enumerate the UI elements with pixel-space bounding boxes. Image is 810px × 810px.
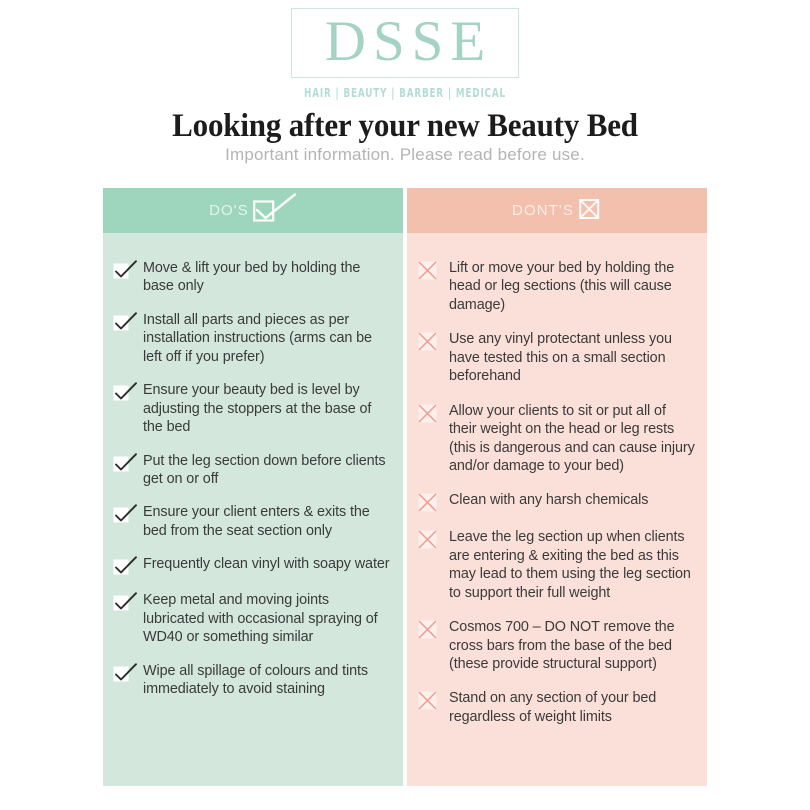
list-item: Move & lift your bed by holding the base… — [113, 259, 391, 296]
list-item-text: Allow your clients to sit or put all of … — [449, 402, 695, 474]
brand-logo: DSSE HAIR | BEAUTY | BARBER | MEDICAL — [0, 8, 810, 100]
cross-box-icon — [417, 529, 443, 549]
dos-column: DO'S Move & lift your — [103, 188, 403, 786]
list-item: Lift or move your bed by holding the hea… — [417, 259, 695, 314]
dos-list: Move & lift your bed by holding the base… — [103, 233, 403, 786]
list-item-text: Ensure your beauty bed is level by adjus… — [143, 382, 372, 436]
check-box-icon — [113, 260, 139, 280]
list-item: Wipe all spillage of colours and tints i… — [113, 662, 391, 699]
cross-box-icon — [417, 331, 443, 351]
list-item-text: Frequently clean vinyl with soapy water — [143, 556, 390, 573]
checkbox-checked-icon — [252, 193, 297, 228]
check-box-icon — [113, 312, 139, 332]
check-box-icon — [113, 662, 139, 683]
list-item-text: Lift or move your bed by holding the hea… — [449, 260, 675, 313]
cross-box-icon — [417, 492, 443, 512]
list-item-text: Install all parts and pieces as per inst… — [143, 311, 372, 365]
cross-box-icon — [417, 690, 443, 710]
brand-tagline: HAIR | BEAUTY | BARBER | MEDICAL — [304, 84, 506, 100]
list-item-text: Ensure your client enters & exits the be… — [143, 504, 370, 539]
cross-box-icon — [417, 403, 443, 423]
list-item: Frequently clean vinyl with soapy water — [113, 555, 391, 576]
list-item-text: Stand on any section of your bed regardl… — [449, 690, 657, 725]
list-item: Stand on any section of your bed regardl… — [417, 689, 695, 726]
list-item: Install all parts and pieces as per inst… — [113, 311, 391, 366]
list-item: Put the leg section down before clients … — [113, 452, 391, 489]
check-box-icon — [113, 452, 139, 473]
list-item-text: Cosmos 700 – DO NOT remove the cross bar… — [449, 619, 675, 672]
list-item: Use any vinyl protectant unless you have… — [417, 330, 695, 385]
list-item: Clean with any harsh chemicals — [417, 491, 695, 512]
list-item: Keep metal and moving joints lubricated … — [113, 591, 391, 646]
check-box-icon — [113, 504, 139, 524]
list-item: Leave the leg section up when clients ar… — [417, 528, 695, 602]
checkbox-crossed-icon — [578, 195, 602, 226]
list-item-text: Leave the leg section up when clients ar… — [449, 529, 691, 601]
donts-header-label: DONT'S — [512, 202, 574, 219]
donts-list: Lift or move your bed by holding the hea… — [407, 233, 707, 786]
list-item-text: Put the leg section down before clients … — [143, 452, 386, 487]
check-box-icon — [113, 382, 139, 402]
list-item: Allow your clients to sit or put all of … — [417, 402, 695, 476]
list-item: Ensure your beauty bed is level by adjus… — [113, 381, 391, 436]
list-item: Cosmos 700 – DO NOT remove the cross bar… — [417, 618, 695, 673]
dos-and-donts-table: DO'S Move & lift your — [103, 188, 707, 786]
check-box-icon — [113, 592, 139, 612]
list-item-text: Move & lift your bed by holding the base… — [143, 260, 361, 295]
list-item-text: Keep metal and moving joints lubricated … — [143, 592, 378, 646]
list-item: Ensure your client enters & exits the be… — [113, 503, 391, 540]
dos-column-header: DO'S — [103, 188, 403, 233]
page-subtitle: Important information. Please read befor… — [225, 145, 585, 164]
list-item-text: Use any vinyl protectant unless you have… — [449, 331, 672, 385]
dos-header-label: DO'S — [209, 202, 249, 219]
list-item-text: Wipe all spillage of colours and tints i… — [143, 662, 368, 697]
brand-wordmark: DSSE — [324, 10, 493, 73]
logo-frame: DSSE — [290, 8, 520, 78]
donts-column-header: DONT'S — [407, 188, 707, 233]
cross-box-icon — [417, 619, 443, 639]
donts-column: DONT'S Lift or move yo — [407, 188, 707, 786]
page-title: Looking after your new Beauty Bed — [172, 108, 638, 144]
list-item-text: Clean with any harsh chemicals — [449, 492, 649, 509]
cross-box-icon — [417, 260, 443, 280]
check-box-icon — [113, 556, 139, 576]
